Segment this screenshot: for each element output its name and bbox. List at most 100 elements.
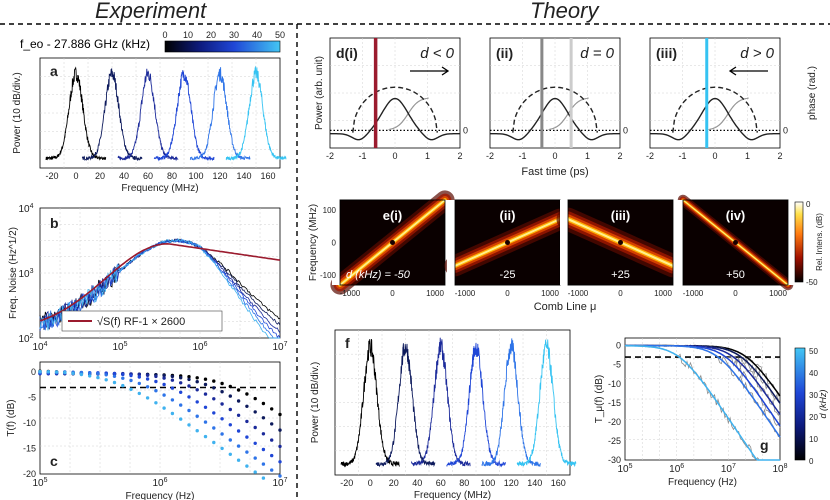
transfer-point — [203, 405, 208, 409]
y-tick-label: 0 — [31, 367, 36, 377]
transfer-point — [228, 394, 232, 398]
transfer-point — [278, 460, 282, 464]
heatmap-d-value: +50 — [726, 269, 745, 281]
transfer-point — [278, 428, 282, 432]
transfer-point — [228, 438, 232, 442]
phase-envelope — [512, 86, 598, 133]
transfer-point — [278, 444, 282, 449]
transfer-point — [236, 388, 241, 392]
shift-arrow-left — [728, 66, 768, 76]
y-tick-label: 0 — [332, 239, 337, 248]
transfer-point — [129, 373, 133, 378]
clip-mask — [332, 200, 340, 285]
transfer-point — [154, 401, 158, 405]
transfer-point — [137, 375, 141, 379]
panel-e-heatmap-2: (iii) +25 -1000 0 1000 — [556, 199, 685, 298]
transfer-point — [212, 411, 216, 415]
heatmap-title: e(i) — [383, 208, 403, 223]
x-tick-label: 160 — [551, 478, 566, 488]
x-tick-label: 100 — [188, 171, 203, 181]
transfer-point — [154, 389, 158, 393]
x-tick-label: 20 — [95, 171, 105, 181]
rf-reference-curve — [39, 242, 281, 322]
transfer-point — [270, 468, 274, 472]
pulse-marker — [373, 38, 378, 148]
transfer-point — [220, 381, 224, 386]
transfer-point — [145, 385, 150, 389]
transfer-point — [145, 377, 150, 381]
panel-d-subplot-1: (ii) d = 0 0 -2 -1 0 1 2 — [486, 37, 628, 161]
x-tick-label: 140 — [527, 478, 542, 488]
spectrum-peak-0 — [340, 338, 400, 468]
transfer-point — [170, 378, 175, 382]
x-tick-label: 0 — [552, 151, 557, 161]
x-tick-label: -1 — [678, 151, 686, 161]
y-tick-label: 0 — [616, 341, 621, 351]
y-axis-label: Power (10 dB/div.) — [12, 72, 23, 154]
clip-mask — [675, 200, 683, 285]
spectrum-peak-5 — [516, 339, 577, 468]
transfer-point — [261, 447, 266, 452]
heatmap-node — [390, 240, 395, 245]
y-axis-label: T(f) (dB) — [6, 399, 17, 436]
x-tick-label: 0 — [712, 151, 717, 161]
transfer-curve-5 — [625, 345, 780, 461]
transfer-point — [137, 381, 141, 386]
x-tick-label: 0 — [368, 478, 373, 488]
x-tick-label: -1000 — [455, 289, 476, 298]
x-tick-label: 0 — [392, 151, 397, 161]
transfer-point — [170, 411, 175, 416]
colorbar-label: d (kHz) — [818, 389, 828, 418]
transfer-point — [179, 403, 183, 407]
transfer-point — [236, 458, 241, 462]
spectrum-peak-3 — [153, 70, 215, 162]
transfer-point — [245, 419, 249, 424]
y-axis-label: Frequency (MHz) — [308, 204, 319, 281]
panel-d: d(i) d < 0 0 -2 -1 0 1 2 (ii) d = 0 0 -2 -1 0 1 2 (iii) d… — [314, 37, 818, 178]
x-axis-label: Comb Line μ — [534, 301, 597, 313]
panel-e-heatmap-3: (iv) +50 -1000 0 1000 — [675, 194, 796, 298]
heatmap-node — [618, 240, 623, 245]
x-tick-label: -1 — [358, 151, 366, 161]
transfer-point — [195, 414, 199, 418]
transfer-point — [245, 392, 249, 396]
transfer-point — [270, 407, 274, 411]
y-axis-label: Power (10 dB/div.) — [310, 362, 321, 444]
x-tick-label: 106 — [192, 341, 207, 353]
transfer-point — [203, 434, 208, 439]
transfer-point — [195, 380, 199, 384]
y-tick-label: -5 — [613, 360, 621, 370]
transfer-point — [145, 373, 150, 377]
transfer-point — [121, 376, 125, 380]
y-tick-label: 104 — [18, 203, 33, 215]
x-tick-label: 40 — [119, 171, 129, 181]
panel-c: 105 106 107 0 -5 -10 -15 -20 Frequency (Hz) T(f) … — [6, 361, 288, 500]
transfer-point — [112, 371, 117, 376]
x-tick-label: 1 — [585, 151, 590, 161]
colorbar-tick: 10 — [809, 435, 818, 444]
transfer-point — [270, 438, 274, 442]
transfer-point — [212, 386, 216, 390]
x-tick-label: 2 — [777, 151, 782, 161]
transfer-point — [112, 374, 117, 378]
panel-e-heatmap-1: (ii) -25 -1000 0 1000 — [444, 199, 571, 298]
x-axis-label: Frequency (Hz) — [126, 491, 195, 500]
heatmap-colorbar — [794, 201, 804, 283]
transfer-point — [270, 453, 274, 458]
heatmap-d-value: +25 — [611, 269, 630, 281]
spectrum-peak-3 — [446, 342, 506, 468]
colorbar-a-label: f_eo - 27.886 GHz (kHz) — [20, 37, 150, 51]
panel-g: 105 106 107 108 0 -5 -10 -15 -20 -25 -30 Frequency … — [594, 337, 828, 488]
transfer-point — [236, 413, 241, 417]
transfer-point — [195, 429, 199, 433]
transfer-point — [261, 476, 266, 480]
legend-label: √S(f) RF-1 × 2600 — [97, 316, 185, 328]
panel-letter: g — [760, 437, 769, 453]
spectrum-peak-0 — [45, 66, 107, 161]
transfer-point — [228, 423, 232, 427]
x-tick-label: -2 — [486, 151, 494, 161]
transfer-point — [212, 440, 216, 445]
transfer-point — [162, 382, 166, 387]
x-tick-label: -1 — [518, 151, 526, 161]
transfer-point — [179, 390, 183, 394]
